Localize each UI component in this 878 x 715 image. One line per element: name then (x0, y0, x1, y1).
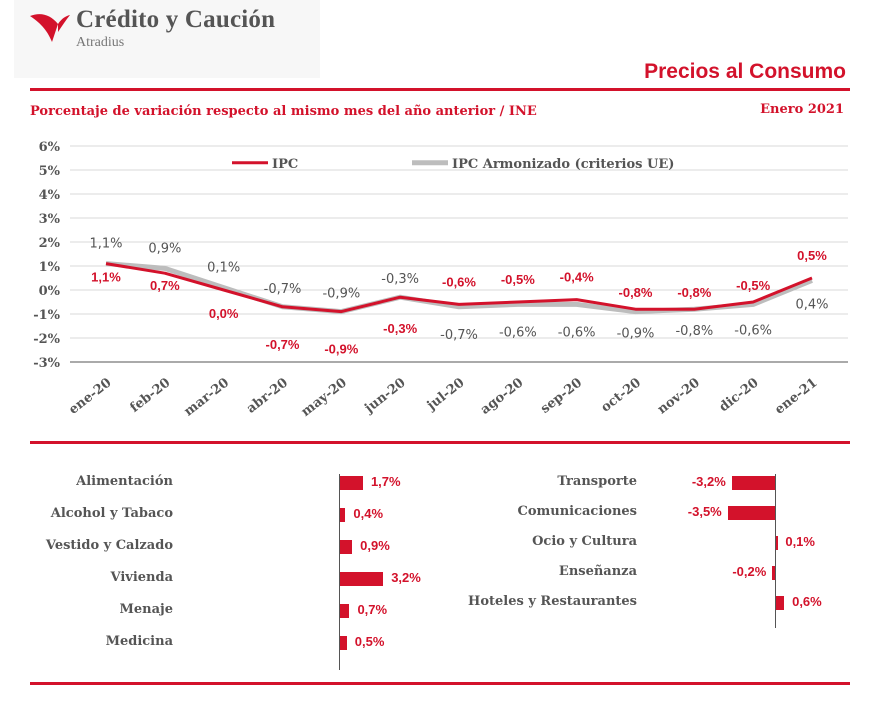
ipc-data-label: 0,7% (150, 278, 180, 293)
bar-axis (339, 474, 340, 670)
component-value: 0,6% (792, 594, 822, 609)
component-label: Transporte (557, 474, 637, 489)
ipca-data-label: 0,1% (207, 261, 240, 276)
component-label: Alimentación (76, 474, 173, 489)
component-value: -0,2% (732, 564, 767, 579)
brand-subname: Atradius (76, 35, 125, 50)
x-tick-label: may-20 (299, 375, 350, 420)
component-bar (772, 566, 775, 580)
y-tick-label: 4% (39, 188, 61, 203)
ipca-data-label: -0,9% (617, 327, 655, 342)
component-bar (776, 596, 785, 610)
component-value: -3,2% (691, 474, 726, 489)
component-bar (727, 506, 775, 520)
y-tick-label: -2% (33, 332, 60, 347)
top-divider (30, 88, 850, 91)
component-bar (340, 476, 363, 490)
brand-logo-icon (30, 14, 70, 43)
x-tick-label: nov-20 (655, 375, 703, 417)
x-tick-label: abr-20 (244, 375, 291, 416)
brand-name: Crédito y Caución (76, 6, 276, 33)
ipca-data-label: -0,9% (322, 287, 360, 302)
ipc-data-label: -0,8% (619, 285, 653, 300)
x-tick-label: dic-20 (717, 375, 762, 415)
ipca-data-label: -0,7% (264, 282, 302, 297)
component-label: Menaje (119, 602, 173, 617)
ipc-data-label: -0,8% (677, 285, 711, 300)
component-value: 0,4% (353, 506, 384, 521)
y-tick-label: 5% (39, 164, 61, 179)
ipc-data-label: -0,6% (442, 274, 476, 289)
middle-divider (30, 441, 850, 444)
component-label: Hoteles y Restaurantes (468, 594, 637, 609)
component-value: 0,7% (357, 602, 388, 617)
component-label: Vestido y Calzado (45, 538, 173, 553)
ipc-data-label: -0,7% (266, 337, 300, 352)
component-bar (731, 476, 775, 490)
legend-ipca-label: IPC Armonizado (criterios UE) (452, 157, 674, 172)
ipc-data-label: -0,9% (324, 342, 358, 357)
x-tick-label: ene-21 (772, 375, 820, 417)
component-value: 0,1% (785, 534, 815, 549)
x-tick-label: feb-20 (127, 375, 173, 415)
y-tick-label: 2% (39, 236, 61, 251)
ipc-data-label: 0,0% (209, 306, 239, 321)
component-label: Alcohol y Tabaco (50, 506, 173, 521)
ipc-data-label: -0,5% (736, 278, 770, 293)
y-tick-label: 6% (39, 140, 61, 155)
y-tick-label: 1% (39, 260, 61, 275)
bar-axis (775, 474, 776, 628)
component-label: Comunicaciones (517, 504, 637, 519)
y-tick-label: -3% (33, 356, 60, 371)
component-label: Medicina (105, 634, 173, 649)
component-bar (340, 636, 347, 650)
ipc-data-label: 0,5% (797, 248, 827, 263)
x-tick-label: jul-20 (424, 375, 468, 414)
ipc-data-label: 1,1% (91, 270, 121, 285)
component-value: 0,9% (360, 538, 390, 553)
y-tick-label: 3% (39, 212, 61, 227)
component-bar (776, 536, 778, 550)
ipca-data-label: -0,6% (734, 323, 772, 338)
component-value: 3,2% (391, 570, 421, 585)
ipca-data-label: 0,4% (795, 297, 828, 312)
x-tick-label: ene-20 (66, 375, 114, 417)
legend-ipc-label: IPC (272, 157, 298, 172)
ipca-data-label: -0,6% (558, 325, 596, 340)
ipca-data-label: -0,8% (675, 324, 713, 339)
component-bar (340, 540, 353, 554)
component-value: 1,7% (370, 474, 401, 489)
ipca-data-label: -0,6% (499, 325, 537, 340)
x-tick-label: jun-20 (361, 375, 408, 416)
component-label: Enseñanza (558, 564, 637, 579)
x-tick-label: oct-20 (598, 375, 644, 415)
component-bar (340, 572, 384, 586)
component-bar (340, 604, 350, 618)
period-label: Enero 2021 (760, 102, 844, 117)
component-value: 0,5% (354, 634, 385, 649)
ipc-data-label: -0,3% (383, 321, 417, 336)
component-bar (340, 508, 346, 522)
ipc-line (105, 262, 813, 314)
ipc-data-label: -0,4% (560, 270, 594, 285)
x-tick-label: sep-20 (538, 375, 585, 416)
ipca-data-label: 0,9% (148, 241, 181, 256)
logo-area: Crédito y Caución Atradius (14, 0, 320, 78)
page-title: Precios al Consumo (644, 60, 846, 83)
component-value: -3,5% (687, 504, 722, 519)
chart-subtitle: Porcentaje de variación respecto al mism… (30, 104, 537, 119)
cpi-line-chart: 6% 5% 4% 3% 2% 1% 0% -1% -2% -3% ene-20 feb-20 mar-2… (33, 140, 848, 420)
component-label: Vivienda (110, 570, 173, 585)
x-tick-label: mar-20 (182, 375, 233, 419)
ipc-data-label: -0,5% (501, 272, 535, 287)
y-tick-label: 0% (39, 284, 61, 299)
ipca-data-label: -0,7% (440, 328, 478, 343)
ipca-data-label: 1,1% (89, 237, 122, 252)
y-tick-label: -1% (33, 308, 60, 323)
bottom-divider (30, 682, 850, 685)
x-tick-label: ago-20 (478, 375, 526, 417)
ipca-data-label: -0,3% (381, 272, 419, 287)
component-label: Ocio y Cultura (532, 534, 637, 549)
